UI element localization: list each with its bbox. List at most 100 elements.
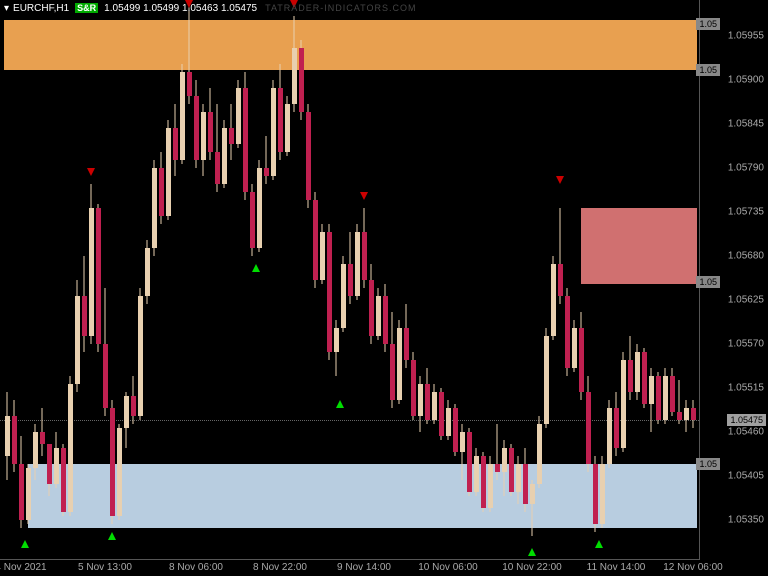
- arrow-up-icon: [108, 532, 116, 540]
- candle: [635, 0, 640, 560]
- y-tick-label: 1.05350: [728, 515, 764, 526]
- candle: [26, 0, 31, 560]
- candle: [404, 0, 409, 560]
- candle: [68, 0, 73, 560]
- candle: [117, 0, 122, 560]
- candle: [432, 0, 437, 560]
- candle: [397, 0, 402, 560]
- y-tick-label: 1.05845: [728, 119, 764, 130]
- zone-price-label: 1.05: [696, 276, 720, 288]
- candle: [271, 0, 276, 560]
- candle: [61, 0, 66, 560]
- zone-price-label: 1.05: [696, 64, 720, 76]
- x-tick-label: 12 Nov 06:00: [663, 562, 723, 573]
- candle: [194, 0, 199, 560]
- x-tick-label: 10 Nov 22:00: [502, 562, 562, 573]
- candle: [418, 0, 423, 560]
- x-tick-label: 9 Nov 14:00: [337, 562, 391, 573]
- y-tick-label: 1.05680: [728, 251, 764, 262]
- candle: [656, 0, 661, 560]
- arrow-up-icon: [528, 548, 536, 556]
- dropdown-icon[interactable]: ▾: [0, 3, 13, 14]
- candle: [89, 0, 94, 560]
- candle: [376, 0, 381, 560]
- candle: [152, 0, 157, 560]
- candle: [516, 0, 521, 560]
- candle: [327, 0, 332, 560]
- y-axis: 1.059551.059001.058451.057901.057351.056…: [700, 0, 768, 560]
- candle: [341, 0, 346, 560]
- candle: [173, 0, 178, 560]
- candle: [75, 0, 80, 560]
- candle: [5, 0, 10, 560]
- candle: [663, 0, 668, 560]
- candle: [446, 0, 451, 560]
- candle: [334, 0, 339, 560]
- candle: [110, 0, 115, 560]
- candle: [19, 0, 24, 560]
- candle: [54, 0, 59, 560]
- symbol-text: EURCHF,H1: [13, 3, 69, 14]
- x-axis: 4 Nov 20215 Nov 13:008 Nov 06:008 Nov 22…: [0, 560, 700, 576]
- arrow-up-icon: [252, 264, 260, 272]
- ohlc-text: 1.05499 1.05499 1.05463 1.05475: [76, 3, 257, 14]
- candle: [467, 0, 472, 560]
- candle: [502, 0, 507, 560]
- candle: [362, 0, 367, 560]
- candle: [159, 0, 164, 560]
- candle: [425, 0, 430, 560]
- candle: [579, 0, 584, 560]
- candle: [607, 0, 612, 560]
- y-tick-label: 1.05955: [728, 31, 764, 42]
- y-tick-label: 1.05900: [728, 75, 764, 86]
- candle: [649, 0, 654, 560]
- x-tick-label: 4 Nov 2021: [0, 562, 47, 573]
- arrow-up-icon: [336, 400, 344, 408]
- watermark-text: TATRADER-INDICATORS.COM: [265, 3, 416, 13]
- zone-price-label: 1.05: [696, 458, 720, 470]
- candle: [313, 0, 318, 560]
- candle: [565, 0, 570, 560]
- candle: [33, 0, 38, 560]
- candle: [537, 0, 542, 560]
- candle: [12, 0, 17, 560]
- candle: [278, 0, 283, 560]
- candle: [474, 0, 479, 560]
- candle: [369, 0, 374, 560]
- candle: [145, 0, 150, 560]
- candle: [96, 0, 101, 560]
- plot-area[interactable]: [0, 0, 700, 560]
- candle: [642, 0, 647, 560]
- candle: [264, 0, 269, 560]
- candle: [691, 0, 696, 560]
- x-tick-label: 8 Nov 06:00: [169, 562, 223, 573]
- candle: [124, 0, 129, 560]
- candle: [208, 0, 213, 560]
- candle: [495, 0, 500, 560]
- candle: [586, 0, 591, 560]
- candle: [229, 0, 234, 560]
- candle: [180, 0, 185, 560]
- candle: [390, 0, 395, 560]
- candle: [530, 0, 535, 560]
- candle: [460, 0, 465, 560]
- arrow-down-icon: [360, 192, 368, 200]
- candle: [103, 0, 108, 560]
- candle: [439, 0, 444, 560]
- candle: [187, 0, 192, 560]
- candle: [509, 0, 514, 560]
- candle: [243, 0, 248, 560]
- candle: [299, 0, 304, 560]
- y-tick-label: 1.05790: [728, 163, 764, 174]
- chart-header: ▾ EURCHF,H1 S&R 1.05499 1.05499 1.05463 …: [0, 0, 416, 16]
- x-tick-label: 10 Nov 06:00: [418, 562, 478, 573]
- candle: [558, 0, 563, 560]
- candle: [236, 0, 241, 560]
- arrow-down-icon: [87, 168, 95, 176]
- x-tick-label: 11 Nov 14:00: [587, 562, 646, 573]
- candle: [684, 0, 689, 560]
- candle: [131, 0, 136, 560]
- current-price-label: 1.05475: [727, 414, 766, 426]
- candle: [250, 0, 255, 560]
- candle: [82, 0, 87, 560]
